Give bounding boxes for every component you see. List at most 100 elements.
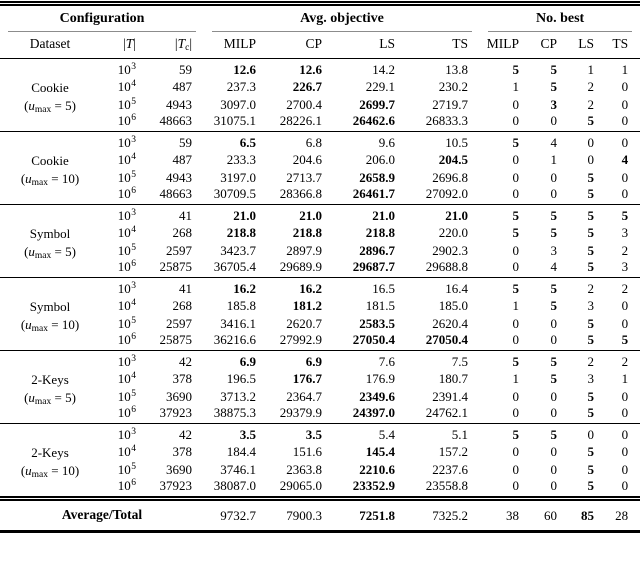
umax-variable: u [25, 462, 32, 478]
tc-size-cell: 2597 [166, 242, 193, 258]
t-size-cell: 104 [117, 224, 136, 240]
group-avg-objective: Avg. objective [204, 4, 480, 32]
best-ts-value: 0 [621, 113, 629, 128]
umax-variable: u [28, 243, 35, 259]
best-ls-value: 5 [587, 186, 595, 201]
avg-ls-value: 218.8 [365, 224, 396, 240]
avg-cp-value: 2700.4 [286, 96, 323, 112]
avg-ts-value: 26833.3 [425, 113, 469, 128]
t-exponent: 5 [131, 315, 136, 326]
t-size-cell: 104 [117, 443, 136, 459]
best-milp-value: 0 [512, 113, 520, 128]
avg-ls-value: 2699.7 [359, 96, 396, 112]
avg-milp-value: 237.3 [226, 78, 257, 94]
subscript-c: c [185, 43, 190, 53]
best-ls-value: 3 [587, 297, 595, 313]
table-row: Cookie (umax = 10) 103 59 6.5 6.8 9.6 10.5 5 4 0 0 [0, 131, 640, 205]
tc-size-cell: 3690 [166, 388, 193, 404]
dataset-block-5: 2-Keys (umax = 5) 103 42 6.9 6.9 7.6 7.5 5 5 2 2 104… [0, 350, 640, 424]
table-row: 105 4943 3197.0 2713.7 2658.9 2696.8 0 0 5 0 [0, 168, 640, 186]
best-ls-value: 5 [587, 388, 595, 404]
avg-ls-value: 206.0 [365, 151, 396, 167]
tc-size-cell: 48663 [159, 186, 193, 201]
best-milp-value: 5 [480, 58, 529, 77]
avg-ls-value: 2210.6 [359, 461, 396, 477]
dataset-name: Cookie [31, 79, 69, 95]
best-ts-value: 0 [621, 186, 629, 201]
avg-cp-value: 29689.9 [279, 259, 323, 274]
t-size-cell: 103 [100, 277, 148, 296]
best-ts-value: 0 [621, 443, 629, 459]
avg-milp-value: 16.2 [204, 277, 269, 296]
bar-glyph: | [133, 36, 136, 51]
avg-cp-value: 151.6 [292, 443, 323, 459]
t-size-cell: 106 [117, 405, 136, 420]
best-cp-value: 0 [550, 113, 558, 128]
umax-variable: u [28, 97, 35, 113]
umax-subscript: max [34, 104, 52, 115]
best-cp-value: 5 [550, 370, 558, 386]
avg-cp-value: 2363.8 [286, 461, 323, 477]
avg-ls-value: 16.5 [334, 277, 408, 296]
t-exponent: 4 [131, 370, 136, 381]
avg-cp-value: 21.0 [268, 204, 335, 223]
t-exponent: 6 [131, 113, 136, 123]
tc-size-cell: 59 [148, 58, 205, 77]
t-exponent: 5 [131, 169, 136, 180]
group-avg-objective-label: Avg. objective [212, 10, 473, 32]
best-cp-value: 5 [550, 78, 558, 94]
avg-ts-value: 29688.8 [425, 259, 469, 274]
tc-size-cell: 4943 [166, 96, 193, 112]
best-cp-value: 0 [550, 186, 558, 201]
avg-ts-value: 230.2 [438, 78, 469, 94]
avg-ls-value: 2349.6 [359, 388, 396, 404]
table-row: 105 2597 3423.7 2897.9 2896.7 2902.3 0 3 5 2 [0, 241, 640, 259]
table-row: 106 37923 38875.3 29379.9 24397.0 24762.1 0 0 5 0 [0, 405, 640, 424]
dataset-umax: (umax = 10) [0, 316, 100, 334]
t-size-cell: 103 [100, 58, 148, 77]
best-milp-value: 5 [480, 277, 529, 296]
dataset-block-6: 2-Keys (umax = 10) 103 42 3.5 3.5 5.4 5.1 5 5 0 0 10… [0, 423, 640, 499]
avg-milp-value: 184.4 [226, 443, 257, 459]
t-exponent: 5 [131, 388, 136, 399]
best-cp-value: 0 [550, 461, 558, 477]
tc-size-cell: 41 [148, 204, 205, 223]
tc-size-cell: 268 [172, 224, 193, 240]
t-exponent: 6 [131, 186, 136, 196]
best-milp-value: 5 [480, 204, 529, 223]
best-milp-value: 0 [512, 405, 520, 420]
table-row: 105 2597 3416.1 2620.7 2583.5 2620.4 0 0 5 0 [0, 314, 640, 332]
avg-ls-value: 26462.6 [352, 113, 396, 128]
avg-ts-value: 2696.8 [432, 169, 469, 185]
best-ts-value: 0 [621, 297, 629, 313]
tc-size-cell: 378 [172, 443, 193, 459]
best-ts-value: 5 [603, 204, 640, 223]
best-cp-value: 5 [550, 297, 558, 313]
best-ts-value: 0 [621, 96, 629, 112]
best-ls-value: 0 [587, 151, 595, 167]
table-row: 104 268 218.8 218.8 218.8 220.0 5 5 5 3 [0, 223, 640, 241]
best-milp-value: 0 [512, 315, 520, 331]
avg-ls-value: 181.5 [365, 297, 396, 313]
t-size-cell: 105 [117, 242, 136, 258]
table-row: 104 487 237.3 226.7 229.1 230.2 1 5 2 0 [0, 77, 640, 95]
avg-milp-value: 196.5 [226, 370, 257, 386]
dataset-umax: (umax = 10) [0, 170, 100, 188]
best-ls-value: 5 [587, 405, 595, 420]
best-ls-value: 5 [587, 242, 595, 258]
best-milp-value: 1 [512, 370, 520, 386]
avg-cp-value: 16.2 [268, 277, 335, 296]
best-cp-value: 1 [550, 151, 558, 167]
best-ls-value: 2 [566, 277, 604, 296]
avg-milp-value: 36705.4 [213, 259, 257, 274]
avg-ts-value: 2391.4 [432, 388, 469, 404]
avg-ts-value: 21.0 [407, 204, 481, 223]
best-ls-value: 5 [587, 461, 595, 477]
total-avg-milp-value: 9732.7 [204, 496, 269, 532]
total-best-ts-value: 28 [603, 496, 640, 532]
umax-value: = 5) [51, 389, 76, 405]
avg-cp-value: 28366.8 [279, 186, 323, 201]
bar-glyph: | [123, 36, 126, 51]
avg-milp-value: 6.5 [204, 131, 269, 150]
dataset-name: Cookie [31, 152, 69, 168]
